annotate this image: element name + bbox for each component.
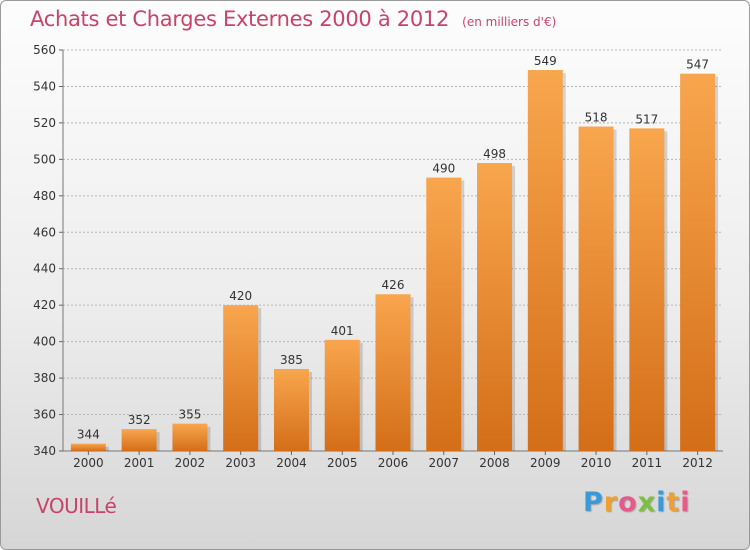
brand-letter: x [637, 487, 657, 518]
bar-value-label: 549 [534, 54, 557, 68]
x-tick-label: 2004 [276, 456, 307, 470]
bar [578, 126, 614, 452]
x-tick-label: 2002 [175, 456, 206, 470]
brand-letter: r [603, 487, 619, 518]
bar-value-label: 547 [686, 58, 709, 72]
y-tick-label: 420 [33, 298, 56, 312]
bar [680, 73, 716, 451]
x-tick-label: 2001 [124, 456, 155, 470]
x-tick-label: 2009 [530, 456, 561, 470]
title-row: Achats et Charges Externes 2000 à 2012 (… [30, 7, 556, 31]
y-tick-label: 440 [33, 262, 56, 276]
y-tick-label: 380 [33, 371, 56, 385]
y-tick-label: 400 [33, 335, 56, 349]
brand-letter: i [680, 487, 691, 518]
chart-title: Achats et Charges Externes 2000 à 2012 [30, 7, 450, 31]
bar [223, 305, 259, 451]
bar [172, 423, 208, 451]
bar-value-label: 426 [382, 278, 405, 292]
bar [375, 294, 411, 451]
bar-value-label: 517 [635, 112, 658, 126]
bar [426, 177, 462, 451]
chart-subtitle: (en milliers d'€) [462, 15, 557, 29]
commune-name: VOUILLé [36, 494, 117, 518]
x-tick-label: 2012 [682, 456, 713, 470]
x-tick-label: 2005 [327, 456, 358, 470]
y-tick-label: 560 [33, 43, 56, 57]
bar [70, 443, 106, 451]
x-tick-label: 2011 [632, 456, 663, 470]
brand-logo: Proxiti [583, 487, 691, 518]
bar [477, 163, 513, 451]
brand-letter: i [656, 487, 667, 518]
y-tick-label: 340 [33, 444, 56, 458]
y-tick-label: 460 [33, 225, 56, 239]
bar [324, 339, 360, 451]
x-tick-label: 2000 [73, 456, 104, 470]
bar [527, 70, 563, 452]
x-tick-label: 2010 [581, 456, 612, 470]
bar-value-label: 498 [483, 147, 506, 161]
bar-value-label: 420 [229, 289, 252, 303]
bar-value-label: 385 [280, 353, 303, 367]
x-tick-label: 2006 [378, 456, 409, 470]
brand-letter: o [618, 487, 638, 518]
brand-letter: t [666, 487, 681, 518]
bar [629, 128, 665, 452]
y-tick-label: 520 [33, 116, 56, 130]
x-tick-label: 2007 [428, 456, 459, 470]
y-tick-label: 500 [33, 152, 56, 166]
x-tick-label: 2003 [225, 456, 256, 470]
bar-value-label: 518 [585, 111, 608, 125]
bar-value-label: 355 [178, 408, 201, 422]
bar [273, 368, 309, 451]
x-tick-label: 2008 [479, 456, 510, 470]
bar-value-label: 344 [77, 428, 100, 442]
bar-value-label: 490 [432, 162, 455, 176]
y-tick-label: 480 [33, 189, 56, 203]
y-tick-label: 540 [33, 79, 56, 93]
bar [121, 429, 157, 451]
brand-letter: P [583, 487, 604, 518]
bar-value-label: 352 [128, 413, 151, 427]
y-tick-label: 360 [33, 408, 56, 422]
bar-value-label: 401 [331, 324, 354, 338]
